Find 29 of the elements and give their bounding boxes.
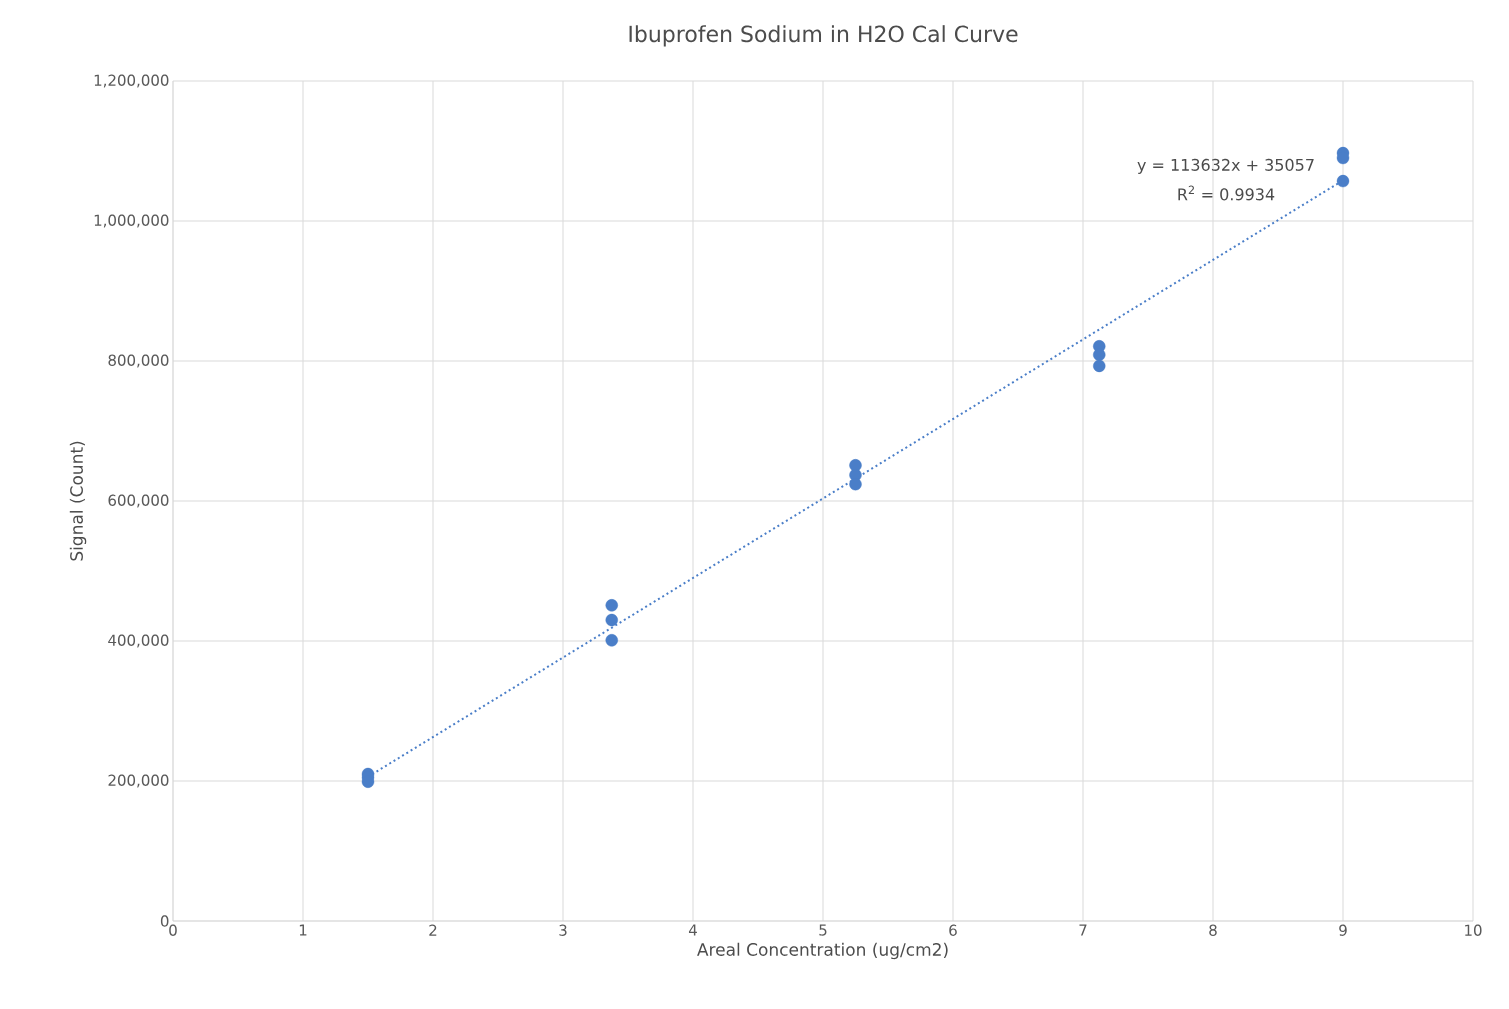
x-axis-title: Areal Concentration (ug/cm2) [697,942,948,960]
y-tick-label: 0 [160,915,169,927]
point [605,599,618,612]
point [849,478,862,491]
x-tick-label: 6 [949,924,957,936]
annotation: R$^{2}$ = 0.9934 [1178,185,1275,201]
x-tick-label: 4 [688,924,697,936]
y-tick-label: 1,200,000 [94,74,169,88]
x-tick-label: 3 [559,924,567,936]
chart-title: Ibuprofen Sodium in H2O Cal Curve [629,25,1018,47]
x-tick-label: 0 [169,924,177,936]
y-tick-label: 600,000 [108,494,169,508]
x-tick-label: 7 [1079,924,1087,936]
y-tick-label: 400,000 [108,634,169,648]
annotation: y = 113632x + 35057 [1137,158,1314,174]
point [1093,359,1106,373]
x-tick-label: 9 [1339,924,1347,936]
point [605,613,618,627]
x-tick-label: 5 [819,924,827,936]
x-tick-label: 2 [429,924,437,936]
point [1336,174,1350,188]
x-tick-label: 10 [1465,924,1482,936]
y-tick-label: 800,000 [108,354,169,368]
x-tick-label: 1 [299,924,307,936]
y-tick-label: 200,000 [108,774,169,788]
point [605,634,618,647]
x-tick-label: 8 [1209,924,1217,936]
y-tick-label: 1,000,000 [94,214,169,228]
y-axis-title: Signal (Count) [69,441,87,561]
